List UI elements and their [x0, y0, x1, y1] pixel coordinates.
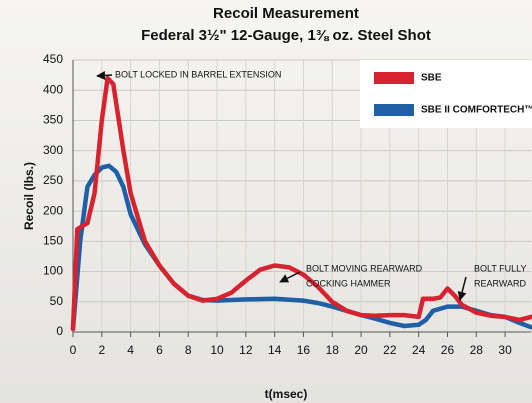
x-tick-label: 6	[156, 343, 163, 357]
annotation-arrow	[96, 70, 113, 80]
x-tick-label: 26	[441, 343, 455, 357]
y-tick-label: 100	[43, 264, 63, 278]
x-axis-label: t(msec)	[265, 387, 308, 401]
x-tick-label: 30	[498, 343, 512, 357]
y-tick-label: 300	[43, 143, 63, 157]
x-tick-label: 16	[297, 343, 311, 357]
x-tick-label: 20	[354, 343, 368, 357]
y-axis-label: Recoil (lbs.)	[22, 162, 36, 230]
annotation: BOLT LOCKED IN BARREL EXTENSION	[115, 69, 281, 79]
series-line	[70, 75, 532, 332]
x-tick-label: 28	[470, 343, 484, 357]
x-tick-label: 24	[412, 343, 426, 357]
annotation: BOLT FULLY	[474, 263, 527, 273]
annotation: COCKING HAMMER	[306, 278, 391, 288]
x-tick-label: 22	[383, 343, 397, 357]
annotation: REARWARD	[474, 278, 527, 288]
annotation-arrow	[279, 271, 301, 283]
y-tick-label: 50	[50, 294, 64, 308]
x-tick-label: 10	[210, 343, 224, 357]
series-line	[70, 163, 532, 332]
annotation: BOLT MOVING REARWARD	[306, 263, 423, 273]
chart-title: Recoil Measurement	[213, 5, 359, 22]
y-tick-label: 250	[43, 173, 63, 187]
y-tick-label: 200	[43, 203, 63, 217]
legend-swatch	[374, 72, 414, 84]
legend-label: SBE	[421, 73, 442, 84]
chart-subtitle: Federal 3½" 12-Gauge, 1⅜ oz. Steel Shot	[141, 27, 431, 44]
annotation-arrow	[457, 276, 467, 301]
x-tick-label: 0	[70, 343, 77, 357]
legend-box	[360, 60, 532, 128]
x-tick-label: 12	[239, 343, 253, 357]
x-tick-label: 18	[326, 343, 340, 357]
x-tick-label: 14	[268, 343, 282, 357]
legend-label: SBE II COMFORTECH™	[421, 105, 532, 116]
y-tick-label: 400	[43, 82, 63, 96]
x-tick-label: 8	[185, 343, 192, 357]
x-tick-label: 2	[98, 343, 105, 357]
y-tick-label: 350	[43, 113, 63, 127]
y-tick-label: 450	[43, 52, 63, 66]
legend-swatch	[374, 104, 414, 116]
x-tick-label: 4	[127, 343, 134, 357]
y-tick-label: 150	[43, 234, 63, 248]
y-tick-label: 0	[56, 324, 63, 338]
